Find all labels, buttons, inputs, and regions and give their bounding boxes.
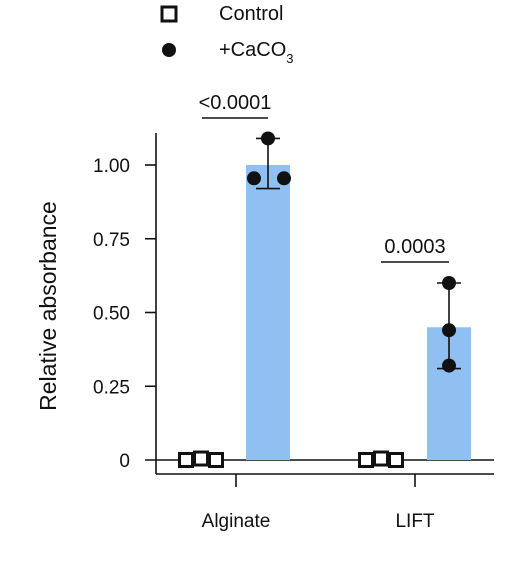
- y-tick-label: 0.25: [93, 377, 130, 398]
- y-tick-label: 0: [119, 451, 130, 472]
- x-ticks: Alginate LIFT: [202, 474, 435, 532]
- x-tick-label-alginate: Alginate: [202, 511, 271, 532]
- control-point: [373, 450, 389, 467]
- treatment-point: [247, 171, 261, 186]
- control-point: [388, 452, 404, 468]
- legend-control-label: Control: [219, 3, 283, 25]
- treatment-point: [277, 171, 291, 186]
- control-point: [358, 452, 374, 468]
- treatment-point: [442, 323, 456, 338]
- x-tick-label-lift: LIFT: [395, 511, 434, 532]
- legend-caco3-subscript: 3: [286, 51, 293, 66]
- y-axis-label: Relative absorbance: [35, 201, 61, 411]
- p-value-label: <0.0001: [199, 92, 272, 114]
- bars: [246, 165, 471, 460]
- legend-control-marker: [160, 5, 178, 23]
- y-ticks: 0 0.25 0.50 0.75 1.00: [93, 156, 156, 472]
- p-value-label: 0.0003: [384, 236, 445, 258]
- significance-annotations: <0.0001 0.0003: [199, 92, 449, 263]
- control-point: [208, 452, 224, 468]
- control-point: [178, 452, 194, 468]
- bar-alginate: [246, 165, 290, 460]
- y-tick-label: 1.00: [93, 156, 130, 177]
- legend-caco3-marker: [162, 43, 176, 57]
- treatment-point: [442, 358, 456, 373]
- data-points: [178, 131, 456, 468]
- y-tick-label: 0.50: [93, 304, 130, 325]
- legend-caco3-label: +CaCO3: [219, 39, 293, 66]
- legend: Control +CaCO3: [160, 3, 293, 66]
- y-tick-label: 0.75: [93, 230, 130, 251]
- treatment-point: [261, 131, 275, 146]
- legend-caco3-name: +CaCO: [219, 39, 286, 61]
- control-point: [193, 450, 209, 467]
- treatment-point: [442, 276, 456, 290]
